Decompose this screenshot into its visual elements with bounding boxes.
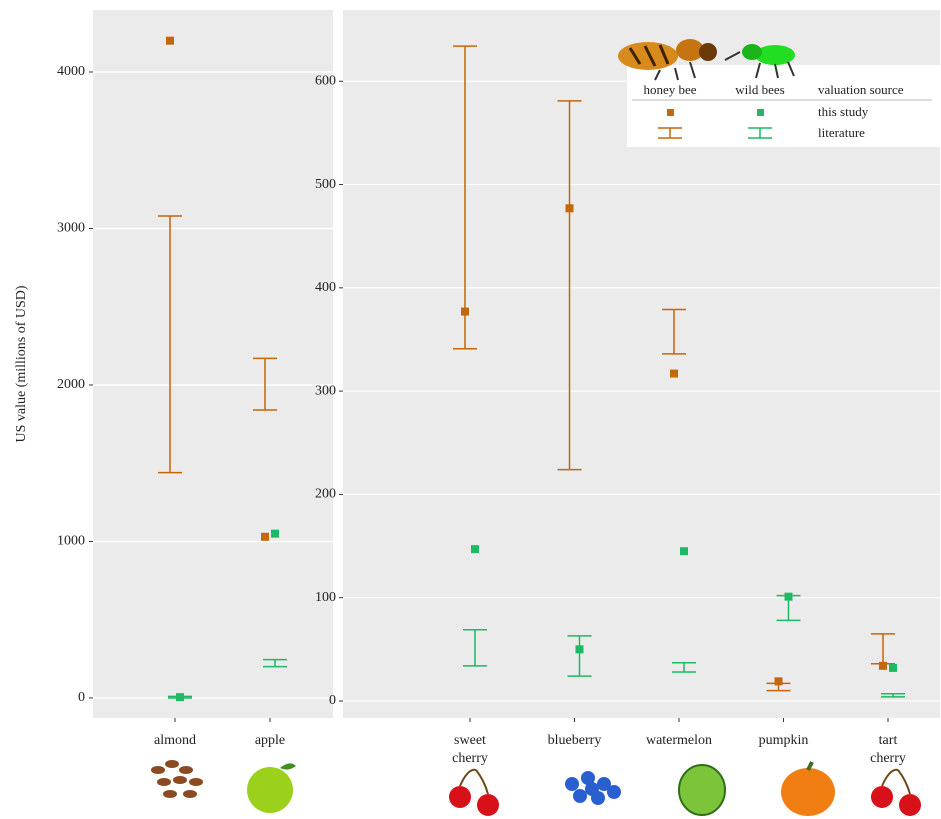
x-tick-label: apple: [255, 733, 285, 748]
point: [680, 547, 688, 556]
legend-title: valuation source: [818, 82, 904, 97]
error-bar: [158, 215, 182, 474]
y-tick-label: 4000: [57, 64, 85, 79]
legend-key: [667, 109, 674, 116]
point: [271, 529, 279, 538]
legend-box: [627, 65, 940, 147]
wild-bee-icon: [724, 44, 795, 79]
legend-label: wild bees: [735, 82, 784, 97]
y-tick-label: 0: [78, 690, 85, 705]
error-bar: [662, 308, 686, 355]
error-bar: [453, 45, 477, 350]
legend-label: literature: [818, 125, 865, 140]
x-tick-label: pumpkin: [759, 733, 809, 748]
point: [774, 677, 783, 686]
point: [461, 307, 469, 316]
error-bar: [881, 692, 905, 698]
error-bar: [253, 357, 277, 411]
panel-left: [93, 10, 333, 718]
y-tick-label: 500: [315, 177, 336, 192]
legend-label: this study: [818, 104, 869, 119]
point: [889, 663, 897, 672]
y-tick-label: 100: [315, 590, 336, 605]
error-bar: [463, 628, 487, 667]
point: [261, 532, 269, 541]
y-axis-label: US value (millions of USD): [14, 285, 29, 442]
error-bar: [672, 661, 696, 673]
error-bar: [263, 658, 287, 668]
legend-key: [748, 127, 772, 139]
point: [784, 592, 793, 601]
y-tick-label: 1000: [57, 534, 85, 549]
point: [176, 693, 184, 702]
x-tick-label: tart cherry: [870, 733, 906, 766]
y-tick-label: 300: [315, 383, 336, 398]
error-bar: [557, 100, 582, 471]
point: [670, 369, 678, 378]
y-tick-label: 400: [315, 280, 336, 295]
x-tick-label: almond: [154, 733, 196, 748]
y-tick-label: 0: [329, 693, 336, 708]
error-bar: [567, 635, 592, 677]
point: [575, 645, 584, 654]
legend-key: [757, 109, 764, 116]
legend: honey bee wild bees valuation source thi…: [618, 39, 940, 147]
point: [471, 545, 479, 554]
legend-label: honey bee: [643, 82, 696, 97]
y-tick-label: 2000: [57, 377, 85, 392]
y-tick-label: 200: [315, 487, 336, 502]
crop-icons: [151, 760, 921, 816]
legend-key: [658, 127, 682, 139]
x-tick-label: sweet cherry: [452, 733, 488, 766]
x-tick-label: watermelon: [646, 733, 712, 748]
y-tick-label: 600: [315, 73, 336, 88]
point: [166, 36, 174, 45]
x-tick-label: blueberry: [548, 733, 602, 748]
point: [879, 661, 887, 670]
honey-bee-icon: [618, 39, 717, 81]
y-tick-label: 3000: [57, 221, 85, 236]
point: [565, 204, 574, 213]
